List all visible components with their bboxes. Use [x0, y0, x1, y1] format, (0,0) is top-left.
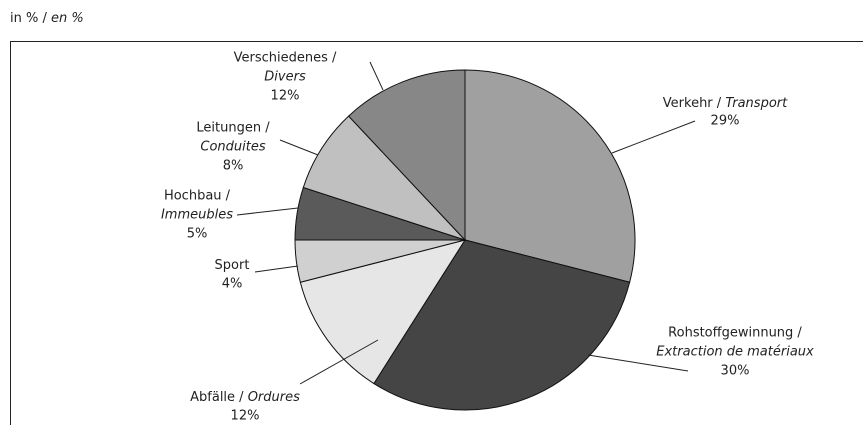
- label-de: Abfälle /: [190, 390, 248, 405]
- leader-line: [611, 120, 696, 154]
- value-label: 12%: [271, 89, 300, 104]
- leader-line: [279, 139, 319, 156]
- label-de: Leitungen /: [196, 121, 270, 136]
- value-label: 12%: [231, 409, 260, 424]
- value-label: 8%: [223, 159, 244, 174]
- label-fr: Divers: [264, 70, 306, 85]
- value-label: 4%: [222, 277, 243, 292]
- leader-line: [236, 207, 299, 216]
- label-fr: Transport: [725, 96, 788, 111]
- slice-label: Verkehr / Transport: [663, 96, 788, 111]
- label-fr: Immeubles: [161, 208, 233, 223]
- slice: [299, 239, 467, 385]
- label-de: Hochbau /: [164, 189, 231, 204]
- label-fr: Ordures: [248, 390, 300, 405]
- label-fr: Extraction de matériaux: [656, 345, 814, 360]
- subtitle: in % / en %: [10, 11, 84, 26]
- slice-label: Sport: [215, 258, 250, 273]
- value-label: 30%: [721, 364, 750, 379]
- leader-line: [369, 61, 384, 91]
- slice: [373, 239, 631, 411]
- subtitle-fr: en %: [51, 11, 84, 26]
- label-fr: Conduites: [200, 140, 265, 155]
- frame: [10, 41, 863, 425]
- subtitle-de: in % /: [10, 11, 51, 26]
- value-label: 29%: [711, 114, 740, 129]
- slice: [464, 69, 636, 283]
- value-label: 5%: [187, 227, 208, 242]
- slice-label: Abfälle / Ordures: [190, 390, 300, 405]
- leader-line: [254, 265, 299, 273]
- label-de: Sport: [215, 258, 250, 273]
- slice: [347, 69, 466, 242]
- leader-line: [587, 354, 689, 372]
- leader-line: [299, 339, 379, 385]
- label-de: Rohstoffgewinnung /: [668, 326, 802, 341]
- label-de: Verschiedenes /: [234, 51, 337, 66]
- label-de: Verkehr /: [663, 96, 726, 111]
